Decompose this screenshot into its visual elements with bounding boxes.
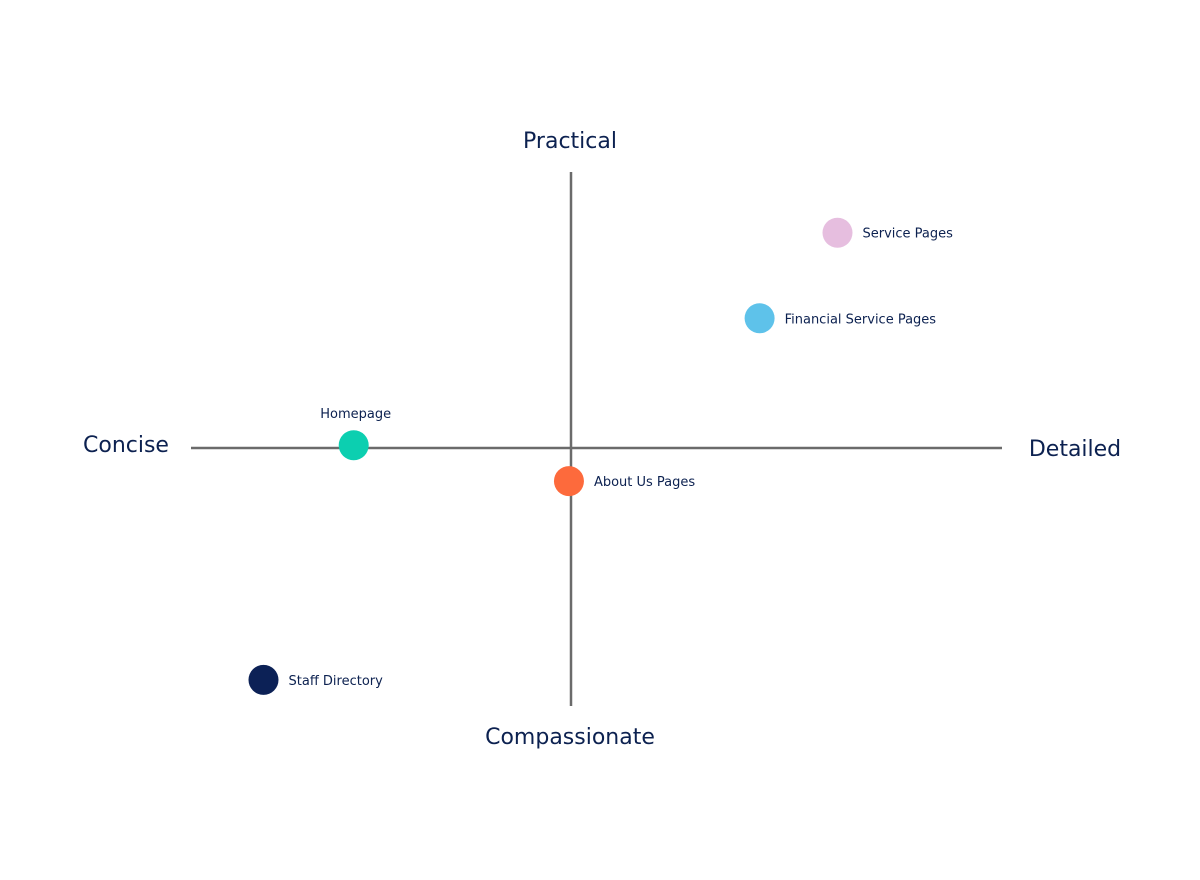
point-financial-service-pages	[744, 303, 775, 334]
point-label-service-pages: Service Pages	[863, 227, 954, 242]
point-about-us-pages	[553, 466, 584, 497]
point-homepage	[338, 430, 369, 461]
y-axis-positive-label: Practical	[523, 129, 617, 154]
y-axis-negative-label: Compassionate	[485, 725, 655, 750]
point-service-pages	[822, 217, 853, 248]
point-label-financial-service-pages: Financial Service Pages	[785, 312, 937, 327]
point-staff-directory	[248, 664, 279, 695]
x-axis-positive-label: Detailed	[1029, 437, 1121, 462]
point-label-homepage: Homepage	[320, 407, 391, 422]
x-axis-negative-label: Concise	[83, 433, 169, 458]
point-label-about-us-pages: About Us Pages	[594, 475, 695, 490]
point-label-staff-directory: Staff Directory	[289, 674, 384, 689]
data-points: Service Pages Financial Service Pages Home…	[248, 217, 954, 695]
